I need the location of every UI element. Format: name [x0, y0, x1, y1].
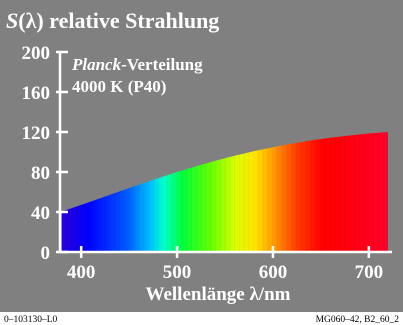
footer-right: MG060–42, B2_60_2	[316, 315, 400, 325]
chart-subtitle-2: 4000 K (P40)	[72, 77, 166, 96]
footer-background	[0, 312, 403, 325]
y-tick-label: 200	[22, 43, 51, 64]
footer-left: 0–103130–L0	[4, 315, 58, 325]
y-tick-label: 40	[31, 203, 50, 224]
y-tick-label: 120	[22, 123, 51, 144]
spectrum-area	[62, 132, 388, 252]
x-tick-label: 600	[259, 262, 288, 283]
y-ticks: 0 40 80 120 160 200	[22, 43, 68, 264]
x-tick-label: 500	[163, 262, 192, 283]
x-ticks: 400 500 600 700	[67, 246, 383, 283]
chart-title: S(λ) relative Strahlung	[6, 8, 219, 33]
y-tick-label: 0	[41, 243, 51, 264]
x-axis-label: Wellenlänge λ/nm	[146, 284, 291, 305]
chart-subtitle: Planck-Verteilung	[71, 55, 203, 74]
spectrum-strips	[66, 132, 384, 252]
y-tick-label: 80	[31, 163, 50, 184]
y-tick-label: 160	[22, 83, 51, 104]
x-tick-label: 400	[67, 262, 96, 283]
x-tick-label: 700	[355, 262, 384, 283]
